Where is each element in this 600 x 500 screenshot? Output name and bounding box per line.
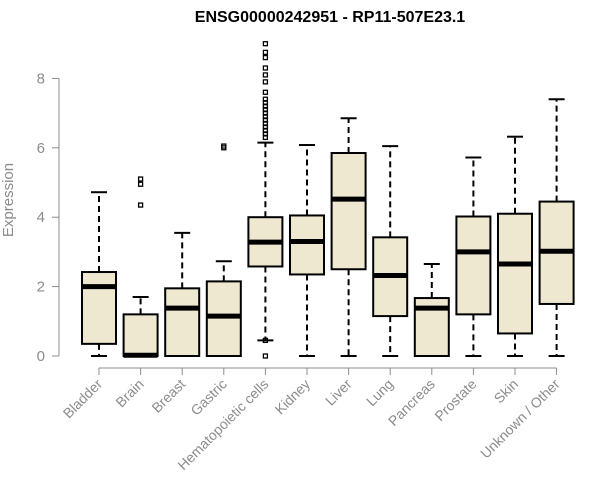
chart-title: ENSG00000242951 - RP11-507E23.1 (195, 9, 466, 26)
box-unknown-other (538, 98, 575, 357)
outlier-point (262, 41, 269, 47)
x-tick-label: Kidney (272, 376, 314, 418)
box-body (455, 215, 492, 316)
box-body (289, 214, 325, 276)
outlier-point (137, 176, 144, 182)
box-body (497, 212, 533, 335)
x-tick-label: Unknown / Other (477, 376, 563, 462)
x-tick-label: Liver (322, 376, 355, 409)
y-axis-label: Expression (0, 163, 17, 237)
y-tick-label: 6 (37, 140, 45, 157)
outlier-point (221, 143, 227, 149)
outlier-point (262, 49, 269, 56)
x-tick-label: Breast (148, 376, 188, 416)
x-tick-label: Skin (491, 376, 522, 407)
box-bladder (81, 191, 117, 357)
box-brain (122, 176, 159, 358)
y-tick-label: 2 (37, 279, 45, 296)
plot-area (81, 41, 575, 359)
outlier-point (137, 202, 144, 208)
box-breast (164, 231, 201, 357)
x-tick-label: Bladder (60, 376, 106, 422)
y-tick-label: 4 (37, 209, 45, 226)
box-lung (372, 145, 409, 357)
box-skin (497, 135, 533, 357)
outlier-point (262, 89, 269, 95)
box-hematopoietic-cells (247, 41, 284, 359)
outlier-point (262, 337, 269, 344)
outlier-point (262, 72, 269, 78)
outlier-point (262, 65, 269, 71)
outlier-point (262, 54, 269, 61)
y-axis: 0 2 4 6 8 (37, 70, 60, 365)
box-body (164, 287, 201, 357)
x-tick-label: Brain (112, 376, 146, 410)
y-tick-label: 0 (37, 348, 45, 365)
box-prostate (455, 156, 492, 357)
box-pancreas (413, 263, 450, 357)
y-tick-label: 8 (37, 70, 45, 87)
box-kidney (289, 144, 325, 357)
box-body (122, 313, 159, 357)
box-body (205, 280, 242, 357)
outlier-point (262, 96, 269, 102)
box-gastric (205, 143, 242, 357)
x-tick-label: Prostate (431, 376, 479, 424)
outlier-point (137, 181, 144, 187)
box-body (81, 271, 117, 345)
x-tick-label: Lung (363, 376, 396, 409)
box-body (330, 152, 367, 271)
box-liver (330, 117, 367, 357)
outlier-point (262, 353, 269, 359)
outlier-point (262, 79, 269, 85)
